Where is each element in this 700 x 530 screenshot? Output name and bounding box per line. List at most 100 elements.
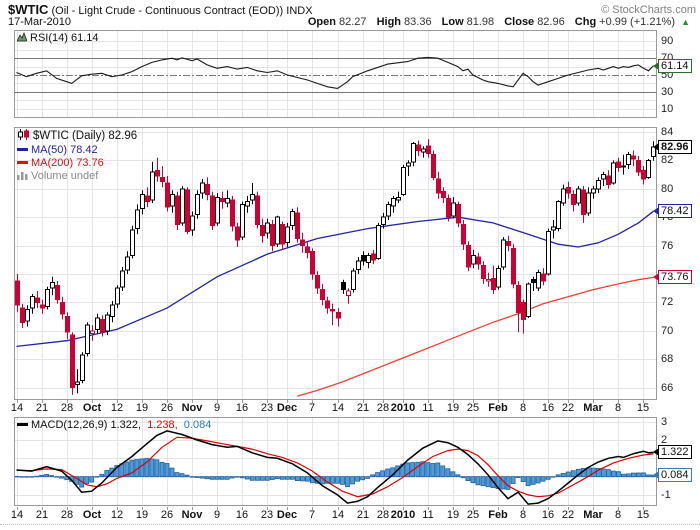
ma200-line-icon [17,161,28,164]
ma200-legend-row: MA(200) 73.76 [17,157,137,170]
x-axis-label: 28 [376,402,390,414]
high-value: 83.36 [404,16,432,28]
x-tick [287,400,288,403]
x-axis-label: 9 [213,402,221,414]
macd-legend: MACD(12,26,9) 1.322, 1.238, 0.084 [17,419,211,432]
macd-line-icon [17,423,28,426]
x-axis-label: Feb [488,402,508,414]
x-axis-label: 25 [466,509,480,521]
x-axis-label: 8 [614,509,622,521]
x-axis-label: 19 [446,509,460,521]
x-axis-label: 8 [519,509,527,521]
x-tick [618,507,619,510]
rsi-area-icon [16,31,28,46]
x-axis-label: 14 [10,509,24,521]
x-axis-label: 23 [260,402,274,414]
x-tick [92,507,93,510]
macd-signal-line [16,436,654,498]
x-axis-labels-bottom: 14 21 28 Oct 12 19 26 Nov 9 16 23 Dec 7 14 21 28 2010 11 1… [0,507,700,521]
x-axis-label: 15 [636,402,650,414]
price-candles [15,139,656,395]
rsi-line [16,56,654,89]
x-axis-label: 14 [10,402,24,414]
x-tick [17,507,18,510]
rsi-legend: RSI(14) 61.14 [16,31,99,46]
low-value: 81.98 [466,16,495,28]
macd-signal-value: 1.238, [147,419,178,431]
x-tick [403,507,404,510]
x-tick [428,507,429,510]
x-tick [453,400,454,403]
x-axis-label: 19 [135,509,149,521]
x-axis-label: 9 [213,509,221,521]
x-tick [363,400,364,403]
macd-legend-value: MACD(12,26,9) 1.322, [31,419,142,431]
x-tick [287,507,288,510]
x-axis-label: 2010 [390,509,416,521]
x-axis-label: Mar [583,402,603,414]
x-axis-label: 21 [356,402,370,414]
x-axis-label: 26 [160,402,174,414]
x-axis-label: 14 [331,509,345,521]
ma50-line-icon [17,148,28,151]
price-legend-label: $WTIC (Daily) 82.96 [33,130,138,142]
candlestick-icon [17,129,30,144]
x-tick [167,507,168,510]
x-axis-label: Feb [488,509,508,521]
x-tick [167,400,168,403]
x-axis-label: 16 [541,402,555,414]
x-tick [312,507,313,510]
ma50-line [16,210,654,348]
ma50-legend-label: MA(50) 78.42 [31,144,98,156]
x-tick [383,400,384,403]
x-tick [192,400,193,403]
x-tick [242,507,243,510]
x-tick [363,507,364,510]
up-arrow-icon: ▲ [681,17,690,27]
x-tick [242,400,243,403]
x-axis-label: Nov [181,402,203,414]
x-tick [473,507,474,510]
x-axis-label: 8 [519,402,527,414]
x-tick [192,507,193,510]
x-tick [548,400,549,403]
x-tick [593,507,594,510]
x-axis-label: 16 [235,509,249,521]
x-axis-label: Oct [82,509,102,521]
rsi-legend-label: RSI(14) 61.14 [30,32,99,44]
x-tick [643,400,644,403]
x-tick [117,507,118,510]
x-tick [42,507,43,510]
x-tick [498,507,499,510]
price-legend-symbol-row: $WTIC (Daily) 82.96 [17,129,137,144]
volume-legend-row: Volume undef [17,170,137,184]
x-axis-label: 19 [135,402,149,414]
x-axis-label: 21 [35,509,49,521]
x-tick [142,400,143,403]
x-axis-label: Dec [276,402,298,414]
x-axis-label: 16 [541,509,555,521]
x-tick [383,507,384,510]
x-axis-label: 23 [260,509,274,521]
x-tick [267,400,268,403]
x-tick [42,400,43,403]
ticker-description: (Oil - Light Crude - Continuous Contract… [51,5,313,17]
x-axis-label: 7 [308,402,316,414]
x-axis-label: 8 [614,402,622,414]
x-axis-label: 11 [422,509,434,521]
x-axis-label: 28 [60,509,74,521]
x-axis-label: 21 [356,509,370,521]
close-label: Close [504,16,535,28]
x-axis-label: Mar [583,509,603,521]
x-axis-label: 26 [160,509,174,521]
x-axis-label: 12 [110,509,124,521]
x-tick [428,400,429,403]
macd-hist-value: 0.084 [183,419,212,431]
macd-main-line [16,430,654,505]
low-label: Low [441,16,464,28]
x-axis-label: 2010 [390,402,416,414]
x-tick [92,400,93,403]
ma50-legend-row: MA(50) 78.42 [17,144,137,157]
